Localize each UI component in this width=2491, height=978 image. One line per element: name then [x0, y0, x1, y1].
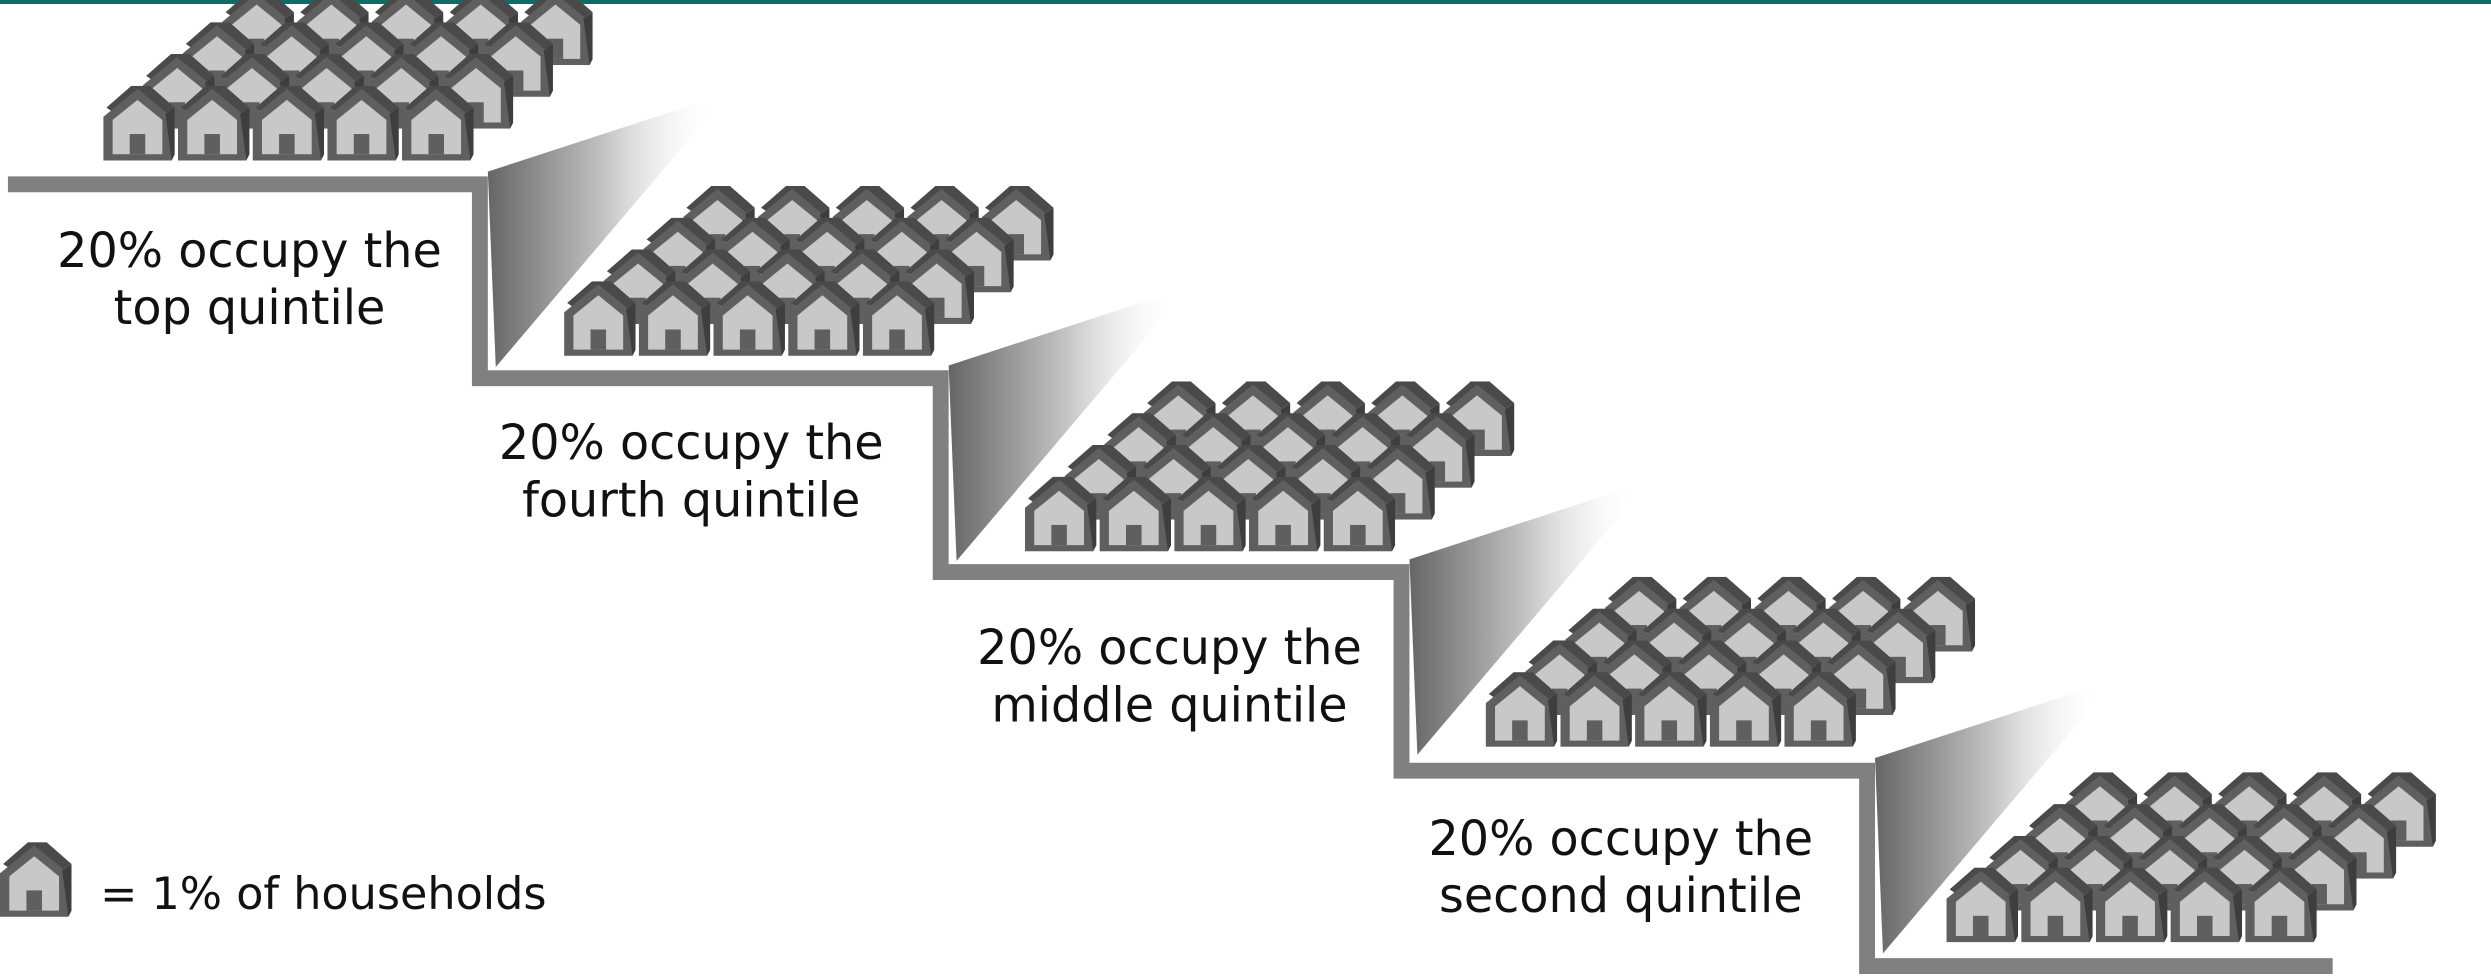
- step-label: 20% occupy the: [977, 621, 1362, 676]
- legend-icon: [0, 842, 72, 917]
- step-label: 20% occupy the: [1428, 812, 1813, 867]
- page: = 1% of households 20% occupy thetop qui…: [0, 0, 2491, 978]
- step-label: middle quintile: [991, 678, 1347, 733]
- step-label: top quintile: [114, 281, 386, 336]
- house-cluster: [564, 186, 1053, 356]
- step-label: 20% occupy the: [499, 416, 884, 471]
- step-label: 20% occupy the: [57, 224, 442, 279]
- top-border: [0, 0, 2491, 4]
- house-cluster: [1947, 772, 2436, 942]
- house-clusters: [103, 0, 2436, 942]
- legend-text: = 1% of households: [100, 869, 546, 920]
- step-label: fourth quintile: [522, 473, 860, 528]
- house-cluster: [1025, 381, 1514, 551]
- step-label: second quintile: [1439, 869, 1803, 924]
- house-cluster: [103, 0, 592, 160]
- house-cluster: [1486, 577, 1975, 747]
